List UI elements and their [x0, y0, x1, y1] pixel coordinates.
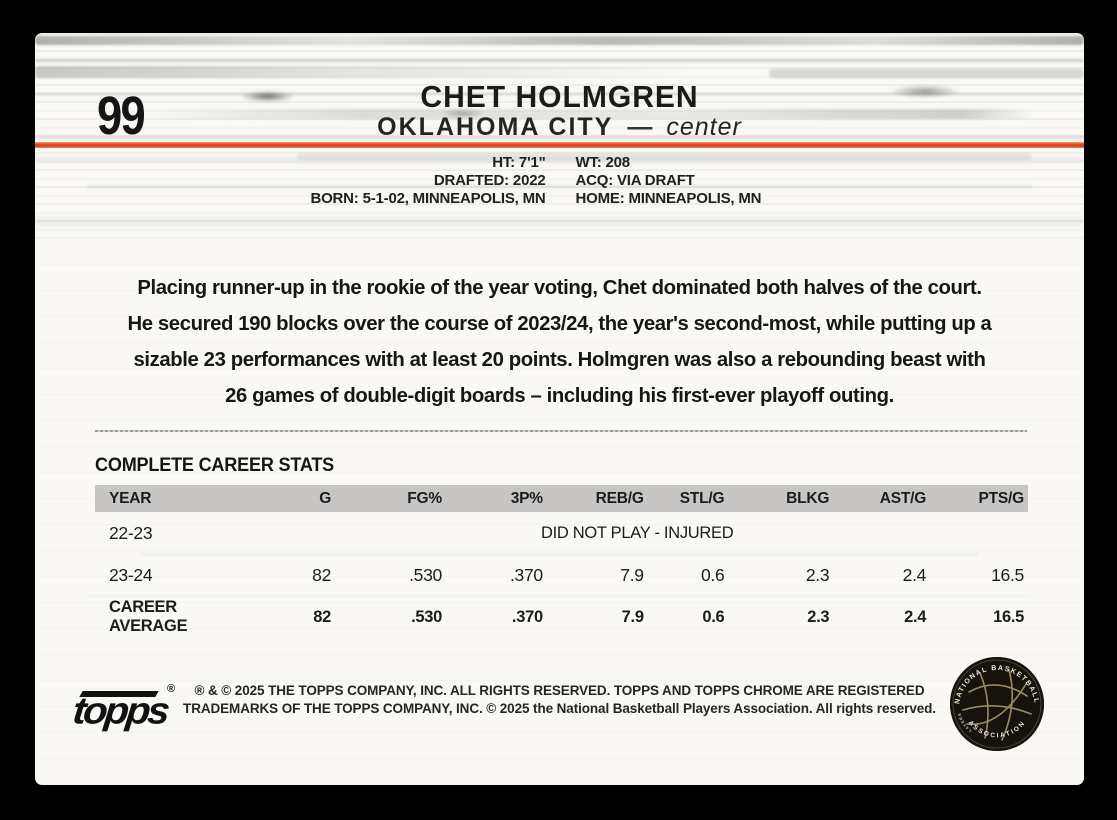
woodgrain-streak	[35, 36, 1084, 45]
stat-cell: 16.5	[993, 607, 1024, 626]
woodgrain-streak	[87, 185, 1032, 188]
player-name: CHET HOLMGREN	[420, 79, 699, 114]
stats-section-title: COMPLETE CAREER STATS	[95, 455, 335, 476]
table-row: 23-24 82 .530 .370 7.9 0.6 2.3 2.4 16.5	[95, 554, 1028, 596]
wood-knot	[440, 109, 485, 118]
column-header-reb: REB/G	[595, 489, 644, 507]
career-stats-table: YEAR G FG% 3P% REB/G STL/G BLKG AST/G PT…	[95, 485, 1028, 638]
position-label: center	[666, 113, 742, 141]
stats-header-row: YEAR G FG% 3P% REB/G STL/G BLKG AST/G PT…	[95, 485, 1028, 512]
stat-cell: 2.4	[902, 564, 927, 585]
player-blurb: Placing runner-up in the rookie of the y…	[40, 270, 1079, 414]
stat-cell: .530	[411, 607, 442, 626]
card-back: 99 CHET HOLMGREN OKLAHOMA CITY — center HT…	[35, 33, 1084, 785]
stat-cell: .530	[409, 564, 442, 585]
basketball-icon	[962, 669, 1032, 741]
table-row: 22-23 DID NOT PLAY - INJURED	[95, 512, 1028, 554]
stat-cell: 7.9	[620, 564, 644, 585]
bio-row: HT: 7'1" WT: 208	[35, 154, 1084, 172]
copyright-line-1: ® & © 2025 THE TOPPS COMPANY, INC. ALL R…	[194, 683, 925, 698]
woodgrain-streak	[297, 153, 1032, 160]
stat-year: 23-24	[109, 564, 153, 585]
team-name: OKLAHOMA CITY	[377, 113, 614, 141]
bio-height: HT: 7'1"	[492, 154, 546, 171]
orange-accent-line	[35, 142, 1084, 148]
wood-knot	[240, 91, 295, 102]
stat-cell: 0.6	[702, 607, 725, 626]
stat-cell: 7.9	[621, 607, 644, 626]
column-header-fg: FG%	[407, 489, 442, 507]
bio-block: HT: 7'1" WT: 208 DRAFTED: 2022 ACQ: VIA …	[35, 154, 1084, 208]
stat-year: 22-23	[109, 522, 153, 543]
stat-cell: .370	[511, 607, 543, 626]
bio-born: BORN: 5-1-02, MINNEAPOLIS, MN	[310, 190, 546, 207]
blurb-line: 26 games of double-digit boards – includ…	[225, 384, 894, 407]
woodgrain-streak	[35, 217, 1084, 226]
bio-drafted: DRAFTED: 2022	[433, 172, 546, 189]
column-header-g: G	[319, 489, 332, 507]
bio-weight: WT: 208	[575, 154, 631, 171]
stat-cell: 82	[313, 607, 332, 626]
blurb-line: sizable 23 performances with at least 20…	[133, 348, 986, 371]
stat-cell: .370	[509, 564, 543, 585]
column-header-stl: STL/G	[679, 489, 725, 507]
table-row-career-average: CAREER AVERAGE 82 .530 .370 7.9 0.6 2.3 …	[95, 596, 1028, 638]
woodgrain-streak	[139, 109, 1032, 119]
woodgrain-streak	[139, 553, 980, 556]
column-header-year: YEAR	[109, 489, 152, 507]
nbpa-logo: NATIONAL BASKETBALL ASSOCIATION PLAYERS	[947, 654, 1044, 751]
stat-cell: 2.3	[805, 564, 830, 585]
woodgrain-streak	[35, 136, 1084, 139]
bio-row: DRAFTED: 2022 ACQ: VIA DRAFT	[35, 172, 1084, 190]
woodgrain-streak	[769, 69, 1084, 78]
stat-year: CAREER AVERAGE	[109, 598, 188, 635]
woodgrain-streak	[35, 93, 1084, 95]
stat-cell: 2.3	[807, 607, 830, 626]
column-header-blk: BLKG	[786, 489, 830, 507]
wood-knot	[890, 85, 960, 98]
bio-acquired: ACQ: VIA DRAFT	[575, 172, 695, 189]
column-header-ast: AST/G	[879, 489, 927, 507]
blurb-line: He secured 190 blocks over the course of…	[127, 312, 992, 335]
stat-cell: 16.5	[991, 564, 1024, 585]
copyright-text: ® & © 2025 THE TOPPS COMPANY, INC. ALL R…	[35, 682, 1084, 717]
card-number: 99	[97, 86, 146, 146]
woodgrain-streak	[35, 59, 1084, 62]
column-header-3p: 3P%	[510, 489, 543, 507]
section-divider	[95, 430, 1027, 432]
stat-cell: 82	[312, 564, 332, 585]
bio-home: HOME: MINNEAPOLIS, MN	[575, 190, 762, 207]
blurb-line: Placing runner-up in the rookie of the y…	[137, 276, 982, 299]
registered-mark-icon: ®	[167, 683, 176, 695]
team-position-line: OKLAHOMA CITY — center	[35, 113, 1084, 142]
woodgrain-streak	[35, 66, 686, 78]
bio-row: BORN: 5-1-02, MINNEAPOLIS, MN HOME: MINN…	[35, 190, 1084, 208]
stat-cell: 0.6	[700, 564, 725, 585]
injury-note: DID NOT PLAY - INJURED	[540, 523, 734, 542]
dash-separator-icon: —	[627, 113, 653, 141]
stat-cell: 2.4	[904, 607, 927, 626]
woodgrain-streak	[35, 157, 1084, 163]
topps-logo: topps ®	[67, 681, 187, 741]
copyright-line-2: TRADEMARKS OF THE TOPPS COMPANY, INC. © …	[183, 700, 936, 716]
column-header-pts: PTS/G	[978, 489, 1024, 507]
woodgrain-streak	[87, 595, 1032, 597]
